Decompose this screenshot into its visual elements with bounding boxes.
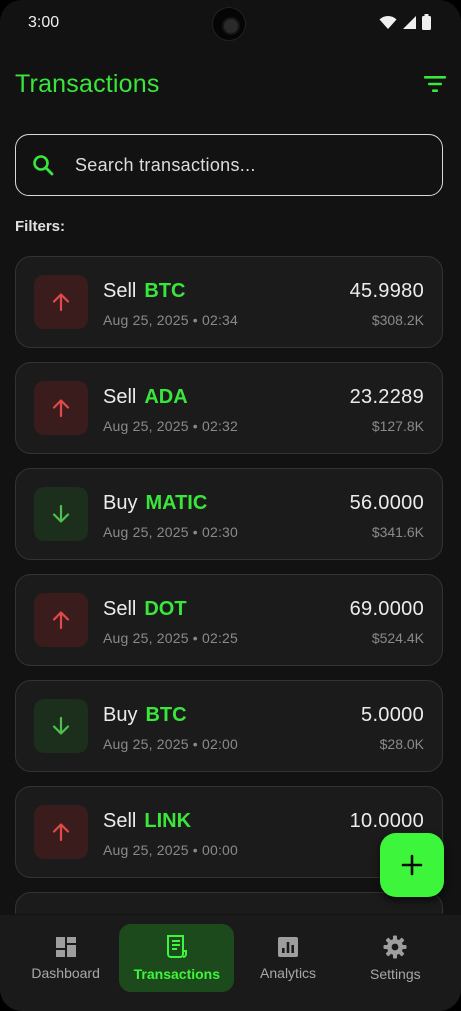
transaction-card[interactable]: Buy BTC Aug 25, 2025 • 02:00 5.0000 $28.0… — [15, 680, 443, 772]
nav-item-dashboard[interactable]: Dashboard — [12, 924, 119, 992]
wifi-icon — [379, 15, 397, 29]
transaction-title: Buy BTC — [103, 704, 187, 727]
bottom-nav: Dashboard Transactions Analytics — [0, 915, 461, 1011]
front-camera — [213, 8, 245, 40]
nav-label-dashboard: Dashboard — [31, 964, 100, 981]
transaction-amount: 5.0000 — [361, 704, 424, 726]
arrow-up-icon — [52, 823, 70, 842]
transaction-date: Aug 25, 2025 • 02:25 — [103, 630, 239, 646]
arrow-up-icon — [52, 611, 70, 630]
transaction-amount: 56.0000 — [349, 492, 424, 514]
transaction-amount: 69.0000 — [349, 598, 424, 620]
transaction-type: Sell — [103, 280, 137, 302]
transaction-date: Aug 25, 2025 • 00:00 — [103, 842, 239, 858]
transaction-title: Sell BTC — [103, 280, 185, 303]
transaction-amount: 10.0000 — [349, 810, 424, 832]
transaction-value: $308.2K — [371, 312, 424, 328]
transaction-card[interactable]: Sell DOT Aug 25, 2025 • 02:25 69.0000 $52… — [15, 574, 443, 666]
transaction-card[interactable]: Sell LINK Aug 25, 2025 • 00:00 10.0000 — [15, 786, 443, 878]
arrow-up-icon — [52, 293, 70, 312]
status-bar: 3:00 — [0, 0, 461, 46]
arrow-down-icon — [52, 504, 70, 523]
sell-badge — [34, 593, 88, 647]
analytics-icon — [278, 936, 299, 957]
transaction-title: Sell LINK — [103, 810, 191, 833]
transaction-title: Sell DOT — [103, 598, 187, 621]
transaction-symbol: BTC — [145, 704, 187, 726]
status-time: 3:00 — [28, 14, 60, 31]
dashboard-icon — [55, 936, 76, 957]
transaction-amount: 23.2289 — [349, 386, 424, 408]
receipt-icon — [166, 934, 187, 958]
nav-label-transactions: Transactions — [133, 965, 221, 982]
arrow-up-icon — [52, 399, 70, 418]
transaction-value: $127.8K — [371, 418, 424, 434]
transaction-card[interactable]: Buy MATIC Aug 25, 2025 • 02:30 56.0000 $3… — [15, 468, 443, 560]
transaction-list: Sell BTC Aug 25, 2025 • 02:34 45.9980 $30… — [15, 256, 443, 914]
transaction-value: $28.0K — [379, 736, 424, 752]
signal-icon — [403, 15, 416, 29]
transaction-symbol: ADA — [144, 386, 188, 408]
app-header: Transactions — [15, 62, 446, 106]
plus-icon — [401, 854, 423, 876]
transaction-title: Buy MATIC — [103, 492, 207, 515]
transaction-title: Sell ADA — [103, 386, 188, 409]
sell-badge — [34, 275, 88, 329]
transaction-type: Sell — [103, 598, 137, 620]
transaction-card[interactable]: Sell ADA Aug 25, 2025 • 02:32 23.2289 $12… — [15, 362, 443, 454]
transaction-type: Sell — [103, 386, 137, 408]
battery-icon — [422, 14, 431, 30]
transaction-symbol: BTC — [144, 280, 186, 302]
transaction-type: Sell — [103, 810, 137, 832]
filter-icon — [424, 76, 446, 92]
filter-button[interactable] — [420, 69, 450, 99]
transaction-card[interactable]: Sell BTC Aug 25, 2025 • 02:34 45.9980 $30… — [15, 256, 443, 348]
nav-label-settings: Settings — [370, 965, 421, 982]
filters-label: Filters: — [15, 218, 66, 235]
status-icons — [379, 14, 431, 30]
page-title: Transactions — [15, 69, 160, 98]
transaction-value: $341.6K — [371, 524, 424, 540]
transaction-amount: 45.9980 — [349, 280, 424, 302]
transaction-type: Buy — [103, 704, 138, 726]
transaction-symbol: DOT — [144, 598, 187, 620]
search-input[interactable] — [75, 154, 415, 176]
transaction-symbol: LINK — [144, 810, 192, 832]
buy-badge — [34, 487, 88, 541]
sell-badge — [34, 805, 88, 859]
transaction-type: Buy — [103, 492, 138, 514]
transaction-date: Aug 25, 2025 • 02:34 — [103, 312, 239, 328]
transaction-value: $524.4K — [371, 630, 424, 646]
buy-badge — [34, 699, 88, 753]
nav-label-analytics: Analytics — [260, 964, 317, 981]
sell-badge — [34, 381, 88, 435]
transaction-date: Aug 25, 2025 • 02:32 — [103, 418, 239, 434]
transaction-date: Aug 25, 2025 • 02:00 — [103, 736, 239, 752]
transaction-date: Aug 25, 2025 • 02:30 — [103, 524, 239, 540]
nav-item-settings[interactable]: Settings — [342, 924, 449, 992]
search-icon — [33, 155, 54, 176]
nav-item-analytics[interactable]: Analytics — [234, 924, 341, 992]
search-box[interactable] — [15, 134, 443, 196]
transaction-symbol: MATIC — [145, 492, 208, 514]
transaction-card[interactable] — [15, 892, 443, 914]
nav-item-transactions[interactable]: Transactions — [119, 924, 235, 992]
add-transaction-button[interactable] — [380, 833, 444, 897]
gear-icon — [383, 935, 407, 958]
arrow-down-icon — [52, 716, 70, 735]
